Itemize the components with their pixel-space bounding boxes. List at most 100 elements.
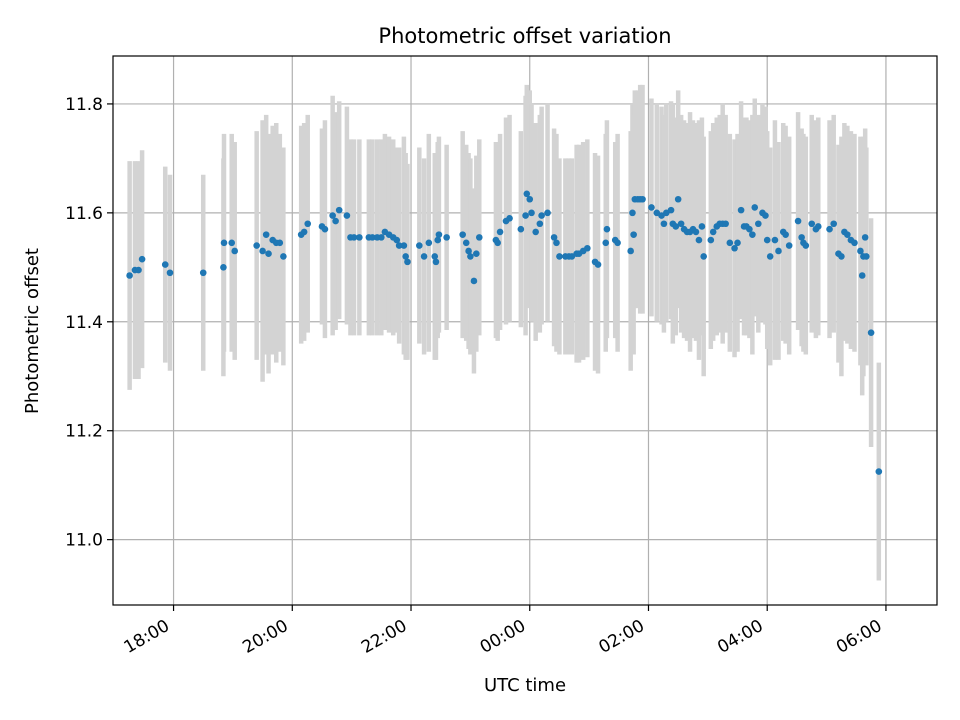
data-point: [459, 231, 466, 238]
y-tick-label: 11.2: [65, 422, 103, 442]
y-axis: 11.0 11.2 11.4 11.6 11.8: [65, 95, 113, 551]
data-point: [522, 212, 529, 219]
data-point: [863, 253, 870, 260]
data-point: [161, 261, 169, 268]
data-point: [475, 234, 483, 241]
data-point: [550, 234, 558, 241]
data-point: [506, 215, 513, 222]
data-point: [674, 195, 682, 203]
data-point: [766, 253, 774, 260]
data-point: [280, 253, 287, 260]
data-point: [432, 258, 440, 266]
data-point: [677, 220, 685, 228]
data-point: [731, 244, 738, 252]
data-point: [692, 228, 700, 236]
data-point: [672, 223, 680, 230]
data-point: [553, 239, 560, 247]
data-point: [700, 253, 707, 260]
data-point: [496, 228, 504, 236]
data-point: [321, 225, 329, 233]
data-point: [228, 239, 236, 247]
data-point: [404, 258, 411, 266]
data-point: [356, 234, 363, 241]
data-point: [775, 247, 782, 255]
data-point: [584, 244, 591, 252]
y-tick-label: 11.6: [65, 204, 103, 224]
data-point: [614, 239, 621, 247]
data-point: [393, 236, 401, 244]
data-point: [695, 236, 703, 244]
data-point: [536, 220, 544, 228]
data-point: [343, 212, 351, 219]
data-point: [602, 239, 610, 247]
data-point: [443, 234, 450, 241]
data-point: [851, 239, 858, 247]
data-point: [335, 206, 343, 214]
data-point: [726, 239, 734, 247]
data-point: [220, 264, 227, 271]
data-point: [794, 217, 802, 225]
data-point: [844, 231, 851, 238]
data-point: [629, 209, 636, 217]
data-point: [126, 272, 133, 279]
data-point: [494, 239, 501, 247]
data-point: [722, 220, 729, 228]
data-point: [802, 242, 810, 249]
data-point: [707, 236, 715, 244]
data-point: [262, 231, 270, 238]
data-point: [858, 272, 866, 279]
data-point: [798, 234, 805, 241]
data-point: [648, 204, 655, 211]
data-point: [473, 250, 480, 258]
data-point: [861, 234, 869, 241]
data-point: [220, 239, 228, 247]
data-point: [808, 220, 816, 228]
data-point: [830, 220, 838, 228]
data-point: [465, 247, 472, 255]
data-point: [639, 195, 646, 203]
data-point: [135, 266, 142, 274]
data-point: [528, 209, 535, 217]
y-axis-label: Photometric offset: [22, 248, 43, 414]
data-point: [734, 239, 741, 247]
data-point: [627, 247, 634, 255]
data-point: [755, 220, 762, 228]
data-point: [660, 220, 668, 228]
data-point: [434, 236, 442, 244]
data-point: [517, 225, 525, 233]
data-point: [304, 220, 312, 228]
data-point: [867, 329, 875, 336]
data-point: [544, 209, 551, 217]
data-point: [709, 228, 717, 236]
data-point: [350, 234, 358, 241]
data-points: [126, 190, 883, 475]
data-point: [782, 231, 789, 238]
data-point: [332, 217, 339, 225]
data-point: [857, 247, 864, 255]
y-tick-label: 11.8: [65, 95, 103, 115]
data-point: [749, 231, 756, 238]
data-point: [771, 236, 779, 244]
data-point: [838, 253, 845, 260]
y-tick-label: 11.4: [65, 313, 103, 333]
data-point: [435, 231, 443, 238]
data-point: [523, 190, 531, 198]
data-point: [603, 225, 611, 233]
data-point: [400, 242, 408, 249]
data-point: [462, 239, 470, 247]
data-point: [785, 242, 793, 249]
plot-frame: [112, 55, 938, 606]
data-point: [594, 261, 602, 268]
data-point: [470, 277, 478, 285]
y-tick-label: 11.0: [65, 531, 103, 551]
data-point: [276, 239, 284, 247]
data-point: [138, 255, 146, 263]
data-point: [630, 231, 637, 238]
data-point: [329, 212, 336, 219]
data-point: [751, 204, 759, 211]
data-point: [556, 253, 563, 260]
data-point: [763, 236, 771, 244]
data-point: [378, 234, 385, 241]
data-point: [762, 212, 769, 219]
